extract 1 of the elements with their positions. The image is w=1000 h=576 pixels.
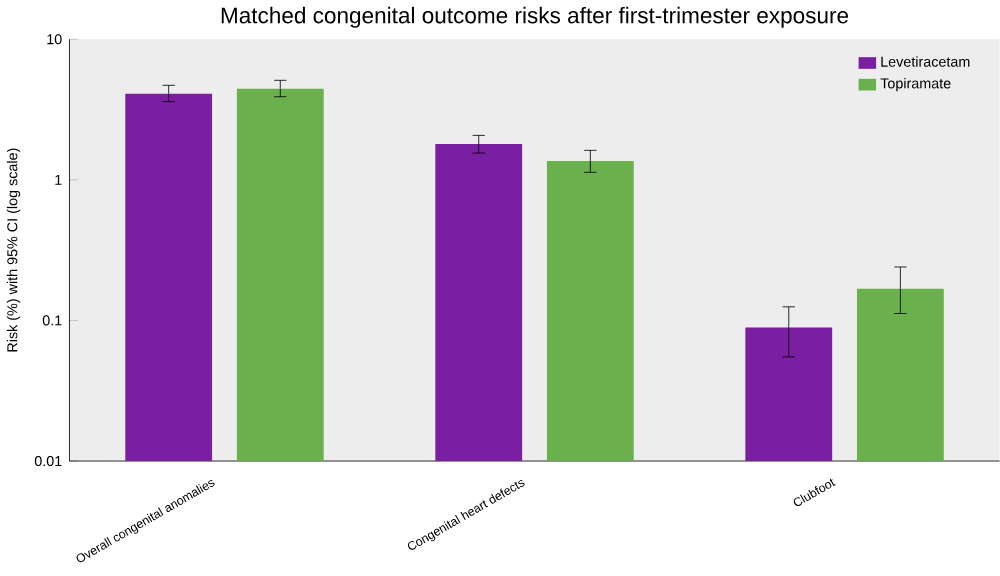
chart-title: Matched congenital outcome risks after first-trimester exposure	[221, 7, 849, 29]
